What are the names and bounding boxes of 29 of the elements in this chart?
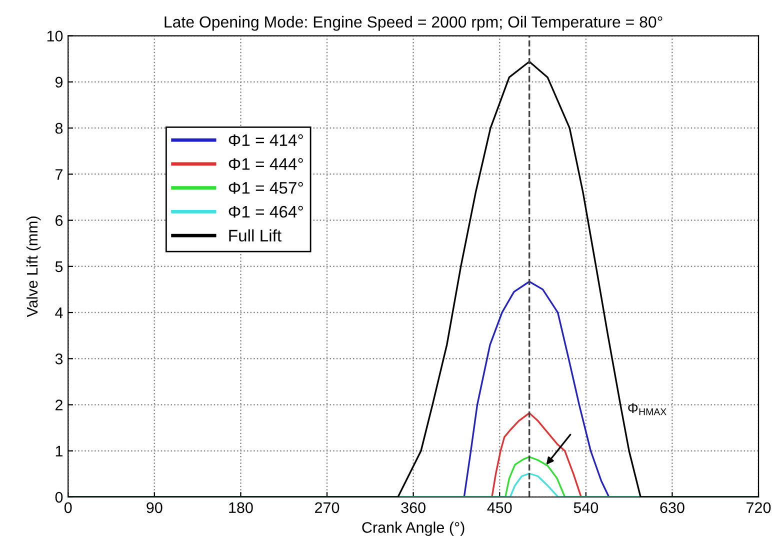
legend-label: Φ1 = 464°	[228, 206, 303, 218]
x-tick-label: 180	[229, 502, 253, 514]
legend-label: Full Lift	[229, 229, 282, 242]
x-tick-label: 90	[146, 502, 162, 514]
y-tick-label: 10	[47, 30, 63, 42]
x-tick-label: 0	[64, 502, 72, 514]
y-tick-label: 3	[55, 354, 63, 364]
y-tick-label: 0	[55, 492, 63, 503]
legend-label: Φ1 = 457°	[228, 182, 303, 194]
y-tick-label: 6	[56, 215, 63, 226]
x-tick-label: 630	[660, 502, 684, 514]
x-tick-label: 450	[487, 502, 512, 514]
y-tick-label: 2	[56, 400, 62, 410]
y-tick-label: 1	[56, 446, 63, 456]
y-tick-label: 5	[55, 261, 63, 272]
y-tick-label: 9	[55, 76, 63, 88]
legend-label: Φ1 = 444°	[228, 158, 303, 170]
y-axis-title: Valve Lift (mm)	[26, 216, 41, 318]
x-axis-title: Crank Angle (°)	[362, 522, 464, 536]
y-tick-label: 7	[56, 169, 62, 180]
y-tick-label: 8	[55, 122, 63, 134]
x-tick-label: 270	[315, 502, 340, 514]
chart-title: Late Opening Mode: Engine Speed = 2000 rpm; Oil Temperature = 80°	[164, 16, 662, 31]
x-tick-label: 360	[401, 502, 426, 514]
annotation: Φ$_{HMAX}$	[628, 403, 666, 416]
x-tick-label: 720	[746, 502, 771, 514]
x-tick-label: 540	[574, 502, 598, 514]
legend-label: Φ1 = 414°	[228, 134, 303, 146]
y-tick-label: 4	[55, 308, 63, 318]
